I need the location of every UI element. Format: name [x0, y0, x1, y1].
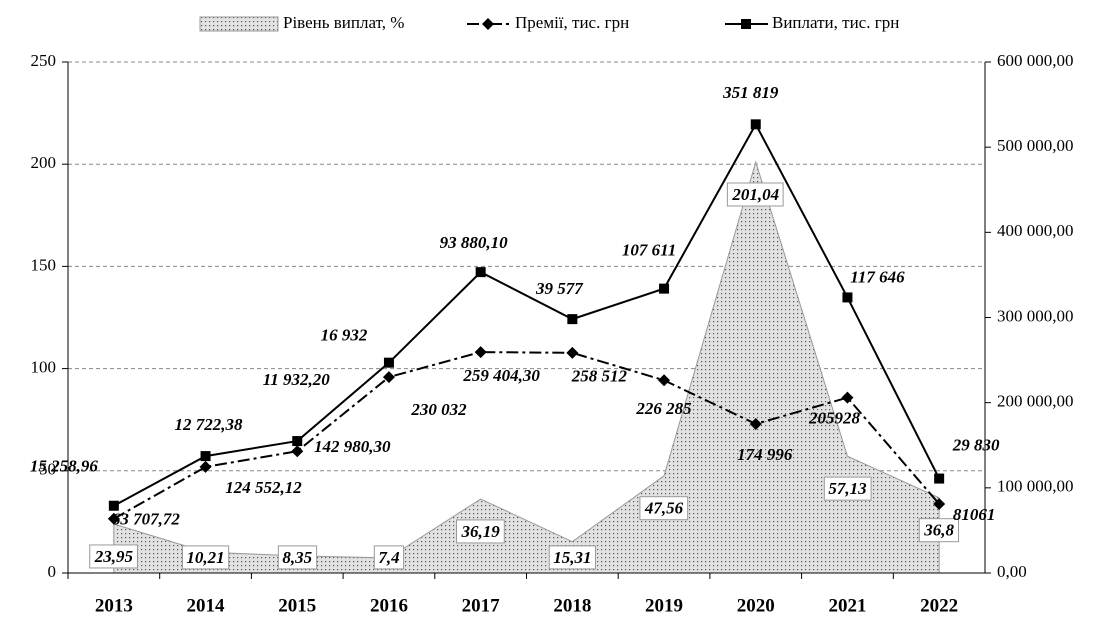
marker	[750, 119, 761, 130]
data-label: 36,8	[923, 521, 954, 540]
y-tick-label: 100	[31, 358, 57, 377]
legend-marker	[482, 18, 494, 30]
marker	[107, 512, 120, 525]
x-tick-label: 2013	[95, 595, 133, 616]
x-tick-label: 2022	[920, 595, 958, 616]
data-label-box	[277, 545, 318, 570]
marker	[658, 374, 671, 387]
data-label: 11 932,20	[263, 370, 331, 389]
data-label-box	[373, 545, 405, 570]
data-label: 36,19	[461, 522, 501, 541]
data-label-box	[548, 545, 596, 570]
data-label: 124 552,12	[225, 478, 302, 497]
data-label: 15 258,96	[30, 457, 99, 476]
legend-label: Премії, тис. грн	[515, 13, 629, 32]
y-tick-label: 0	[48, 562, 57, 581]
data-label: 23,95	[94, 547, 134, 566]
x-tick-label: 2014	[187, 595, 226, 616]
data-label-box	[181, 545, 230, 570]
data-label: 174 996	[737, 445, 793, 464]
data-label: 29 830	[952, 435, 1000, 454]
marker	[567, 314, 578, 325]
data-label: 351 819	[722, 83, 779, 102]
x-tick-label: 2015	[278, 595, 316, 616]
data-label-box	[89, 544, 138, 569]
marker	[475, 267, 486, 278]
data-label: 93 880,10	[440, 233, 509, 252]
x-tick-label: 2017	[462, 595, 501, 616]
marker	[934, 473, 945, 484]
legend-marker	[741, 19, 751, 29]
marker	[291, 445, 304, 458]
marker	[108, 500, 119, 511]
y-tick-label: 250	[31, 51, 57, 70]
y2-tick-label: 500 000,00	[997, 136, 1074, 155]
data-label-box	[639, 496, 689, 521]
y-tick-label: 50	[39, 460, 56, 479]
data-label: 12 722,38	[175, 415, 244, 434]
data-label: 81061	[953, 505, 996, 524]
marker	[382, 371, 395, 384]
x-tick-label: 2021	[828, 595, 866, 616]
data-label: 8,35	[282, 548, 312, 567]
marker	[474, 346, 487, 359]
legend-label: Виплати, тис. грн	[772, 13, 899, 32]
data-label-box	[456, 519, 505, 544]
data-label: 63 707,72	[112, 510, 181, 529]
data-label-box	[823, 476, 872, 501]
marker	[566, 346, 579, 359]
x-tick-label: 2019	[645, 595, 683, 616]
data-label: 15,31	[553, 548, 591, 567]
data-label: 7,4	[378, 548, 399, 567]
y2-tick-label: 0,00	[997, 562, 1027, 581]
data-label: 39 577	[535, 279, 584, 298]
data-label: 57,13	[828, 479, 867, 498]
marker	[841, 391, 854, 404]
data-label-box	[918, 518, 960, 543]
y2-tick-label: 300 000,00	[997, 306, 1074, 325]
marker	[383, 357, 394, 368]
y-tick-label: 150	[31, 255, 57, 274]
marker	[842, 292, 853, 303]
data-label: 205928	[808, 409, 861, 428]
marker	[933, 497, 946, 510]
x-tick-label: 2018	[553, 595, 591, 616]
data-label: 230 032	[410, 400, 467, 419]
data-label: 226 285	[635, 399, 692, 418]
data-label-box	[726, 182, 784, 207]
y2-tick-label: 100 000,00	[997, 477, 1074, 496]
marker	[749, 417, 762, 430]
data-label: 259 404,30	[462, 366, 540, 385]
data-label: 201,04	[731, 185, 779, 204]
data-label: 107 611	[622, 241, 676, 260]
y2-tick-label: 400 000,00	[997, 221, 1074, 240]
data-label: 258 512	[571, 367, 628, 386]
y2-tick-label: 200 000,00	[997, 392, 1074, 411]
line	[113, 122, 941, 507]
data-label: 10,21	[186, 548, 224, 567]
marker	[200, 451, 211, 462]
data-label: 16 932	[321, 326, 368, 345]
data-label: 142 980,30	[314, 437, 391, 456]
data-label: 47,56	[644, 499, 684, 518]
x-tick-label: 2016	[370, 595, 408, 616]
legend-swatch	[199, 16, 279, 32]
legend-label: Рівень виплат, %	[283, 13, 404, 32]
marker	[199, 460, 212, 473]
marker	[659, 283, 670, 294]
x-tick-label: 2020	[737, 595, 775, 616]
y2-tick-label: 600 000,00	[997, 51, 1074, 70]
data-label: 117 646	[850, 267, 905, 286]
y-tick-label: 200	[31, 153, 57, 172]
marker	[292, 436, 303, 447]
